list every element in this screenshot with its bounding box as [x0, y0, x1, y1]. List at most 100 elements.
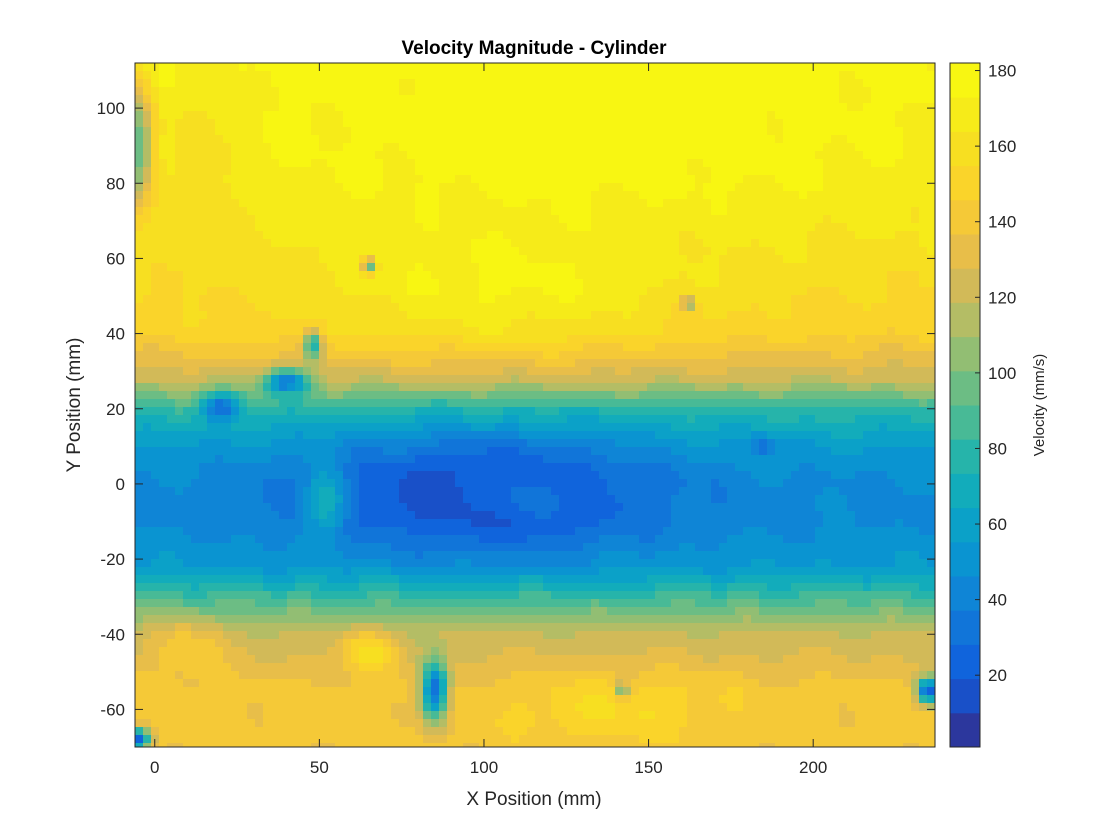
heatmap-cell	[895, 95, 904, 104]
heatmap-cell	[607, 135, 616, 144]
heatmap-cell	[367, 167, 376, 176]
heatmap-cell	[391, 319, 400, 328]
heatmap-cell	[911, 111, 920, 120]
heatmap-cell	[871, 215, 880, 224]
heatmap-cell	[247, 119, 256, 128]
heatmap-cell	[591, 151, 600, 160]
heatmap-cell	[303, 407, 312, 416]
heatmap-cell	[719, 327, 728, 336]
heatmap-cell	[199, 303, 208, 312]
heatmap-cell	[559, 167, 568, 176]
heatmap-cell	[919, 375, 928, 384]
heatmap-cell	[575, 103, 584, 112]
heatmap-cell	[463, 103, 472, 112]
heatmap-cell	[207, 247, 216, 256]
heatmap-cell	[399, 183, 408, 192]
heatmap-cell	[887, 407, 896, 416]
heatmap-cell	[191, 79, 200, 88]
heatmap-cell	[543, 399, 552, 408]
heatmap-cell	[879, 391, 888, 400]
heatmap-cell	[199, 319, 208, 328]
heatmap-cell	[207, 71, 216, 80]
heatmap-cell	[207, 319, 216, 328]
heatmap-cell	[551, 367, 560, 376]
heatmap-cell	[847, 63, 856, 72]
heatmap-cell	[775, 239, 784, 248]
heatmap-cell	[407, 119, 416, 128]
heatmap-cell	[823, 303, 832, 312]
heatmap-cell	[407, 351, 416, 360]
heatmap-cell	[927, 215, 935, 224]
heatmap-cell	[319, 207, 328, 216]
heatmap-cell	[759, 111, 768, 120]
heatmap-cell	[903, 319, 912, 328]
heatmap-cell	[327, 327, 336, 336]
heatmap-cell	[183, 343, 192, 352]
heatmap-cell	[407, 183, 416, 192]
heatmap-cell	[895, 127, 904, 136]
heatmap-cell	[215, 271, 224, 280]
heatmap-cell	[279, 311, 288, 320]
heatmap-cell	[359, 375, 368, 384]
heatmap-cell	[223, 271, 232, 280]
heatmap-cell	[463, 391, 472, 400]
heatmap-cell	[175, 63, 184, 72]
heatmap-cell	[247, 367, 256, 376]
heatmap-cell	[623, 191, 632, 200]
heatmap-cell	[183, 399, 192, 408]
heatmap-cell	[231, 295, 240, 304]
heatmap-cell	[183, 79, 192, 88]
heatmap-cell	[863, 223, 872, 232]
heatmap-cell	[191, 383, 200, 392]
heatmap-cell	[167, 71, 176, 80]
heatmap-cell	[367, 367, 376, 376]
heatmap-cell	[807, 63, 816, 72]
heatmap-cell	[191, 159, 200, 168]
heatmap-cell	[423, 159, 432, 168]
heatmap-cell	[895, 391, 904, 400]
heatmap-cell	[295, 287, 304, 296]
heatmap-cell	[559, 175, 568, 184]
heatmap-cell	[271, 143, 280, 152]
heatmap-cell	[919, 263, 928, 272]
heatmap-cell	[439, 439, 448, 448]
heatmap-cell	[431, 127, 440, 136]
heatmap-cell	[151, 455, 160, 464]
heatmap-cell	[271, 167, 280, 176]
heatmap-cell	[655, 231, 664, 240]
heatmap-cell	[527, 287, 536, 296]
heatmap-cell	[583, 111, 592, 120]
heatmap-cell	[423, 407, 432, 416]
heatmap-cell	[239, 375, 248, 384]
heatmap-cell	[271, 63, 280, 72]
heatmap-cell	[239, 103, 248, 112]
heatmap-cell	[479, 415, 488, 424]
heatmap-cell	[351, 239, 360, 248]
heatmap-cell	[319, 151, 328, 160]
heatmap-cell	[407, 423, 416, 432]
heatmap-cell	[583, 359, 592, 368]
heatmap-cell	[551, 135, 560, 144]
heatmap-cell	[399, 103, 408, 112]
heatmap-cell	[887, 191, 896, 200]
heatmap-cell	[703, 319, 712, 328]
heatmap-cell	[623, 263, 632, 272]
heatmap-cell	[247, 279, 256, 288]
heatmap-cell	[511, 455, 520, 464]
heatmap-cell	[215, 239, 224, 248]
heatmap-cell	[439, 231, 448, 240]
heatmap-cell	[495, 319, 504, 328]
heatmap-cell	[599, 71, 608, 80]
heatmap-cell	[335, 119, 344, 128]
heatmap-cell	[471, 455, 480, 464]
heatmap-cell	[255, 159, 264, 168]
heatmap-cell	[767, 391, 776, 400]
heatmap-cell	[335, 343, 344, 352]
heatmap-cell	[231, 223, 240, 232]
heatmap-cell	[719, 295, 728, 304]
heatmap-cell	[519, 151, 528, 160]
heatmap-cell	[335, 151, 344, 160]
heatmap-cell	[343, 199, 352, 208]
heatmap-cell	[135, 119, 144, 128]
heatmap-cell	[399, 319, 408, 328]
